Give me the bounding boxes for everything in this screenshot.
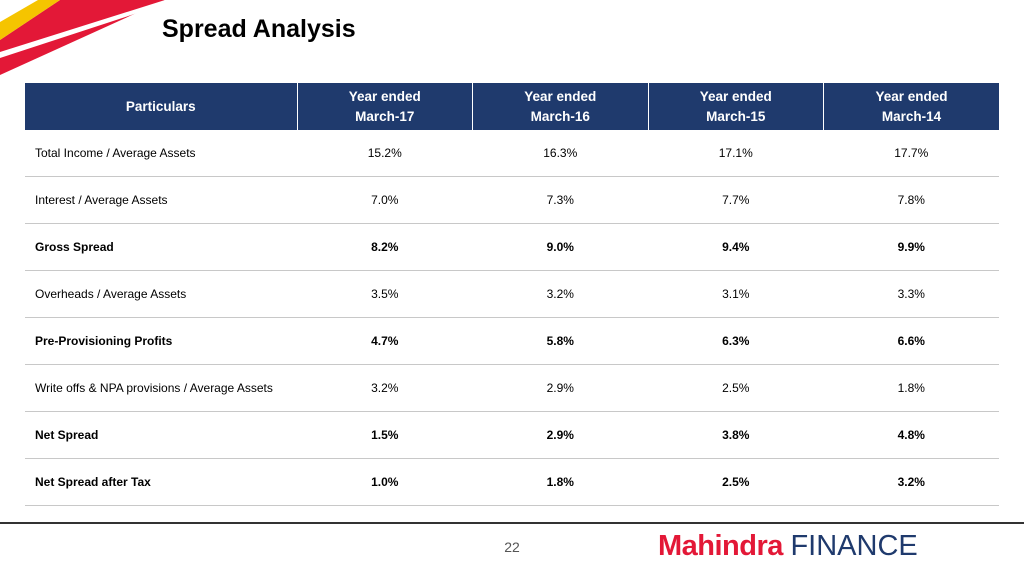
header-line1: Year ended [524,88,597,104]
row-value-cell: 17.7% [823,130,999,177]
row-label: Total Income / Average Assets [25,130,297,177]
row-value-cell: 17.1% [648,130,824,177]
row-value-cell: 2.5% [648,458,824,506]
row-label: Gross Spread [25,223,297,271]
logo-brand-text: Mahindra [658,530,783,562]
row-value-cell: 3.1% [648,270,824,318]
row-value-cell: 1.0% [297,458,473,506]
row-value-cell: 2.5% [648,364,824,412]
table-header-row: Particulars Year ended March-17 Year end… [25,83,999,130]
row-value-cell: 1.8% [472,458,648,506]
row-value-cell: 7.7% [648,176,824,224]
row-value-cell: 3.3% [823,270,999,318]
header-year-column: Year ended March-16 [472,83,648,130]
table-row: Overheads / Average Assets 3.5% 3.2% 3.1% 3.… [25,270,999,318]
row-value-cell: 1.8% [823,364,999,412]
row-label: Write offs & NPA provisions / Average As… [25,364,297,412]
row-value-cell: 1.5% [297,411,473,459]
row-label: Interest / Average Assets [25,176,297,224]
row-value-cell: 7.0% [297,176,473,224]
corner-stripe-decoration [0,0,165,75]
row-value-cell: 8.2% [297,223,473,271]
table-row: Pre-Provisioning Profits 4.7% 5.8% 6.3% 6.6% [25,317,999,365]
mahindra-finance-logo: Mahindra FINANCE [658,530,918,563]
header-line2: March-14 [881,108,942,124]
spread-analysis-table: Particulars Year ended March-17 Year end… [25,83,999,506]
row-value-cell: 9.0% [472,223,648,271]
row-value-cell: 4.7% [297,317,473,365]
row-value-cell: 9.4% [648,223,824,271]
table-row: Total Income / Average Assets 15.2% 16.3% 1… [25,130,999,177]
header-line1: Year ended [875,88,948,104]
row-value-cell: 16.3% [472,130,648,177]
slide-title: Spread Analysis [162,15,356,43]
header-year-column: Year ended March-15 [647,83,824,130]
row-value-cell: 4.8% [823,411,999,459]
row-value-cell: 9.9% [823,223,999,271]
header-line1: Year ended [699,88,772,104]
row-label: Net Spread [25,411,297,459]
table-row: Gross Spread 8.2% 9.0% 9.4% 9.9% [25,223,999,271]
row-label: Overheads / Average Assets [25,270,297,318]
table-row: Net Spread after Tax 1.0% 1.8% 2.5% 3.2% [25,458,999,506]
row-value-cell: 5.8% [472,317,648,365]
row-value-cell: 7.3% [472,176,648,224]
header-line1: Year ended [348,88,421,104]
header-year-column: Year ended March-17 [296,83,473,130]
table-body: Total Income / Average Assets 15.2% 16.3% 1… [25,130,999,506]
row-value-cell: 3.2% [297,364,473,412]
header-line2: March-16 [530,108,590,124]
page-number: 22 [504,539,520,555]
row-value-cell: 7.8% [823,176,999,224]
row-value-cell: 6.6% [823,317,999,365]
row-label: Pre-Provisioning Profits [25,317,297,365]
header-year-column: Year ended March-14 [823,83,999,130]
footer-divider [0,522,1024,524]
table-row: Write offs & NPA provisions / Average As… [25,364,999,412]
table-row: Net Spread 1.5% 2.9% 3.8% 4.8% [25,411,999,459]
row-value-cell: 2.9% [472,364,648,412]
header-line2: March-17 [355,108,415,124]
header-particulars: Particulars [25,83,297,130]
row-value-cell: 3.8% [648,411,824,459]
row-value-cell: 3.5% [297,270,473,318]
table-row: Interest / Average Assets 7.0% 7.3% 7.7% 7.8… [25,176,999,224]
row-value-cell: 15.2% [297,130,473,177]
row-value-cell: 2.9% [472,411,648,459]
row-label: Net Spread after Tax [25,458,297,506]
row-value-cell: 6.3% [648,317,824,365]
row-value-cell: 3.2% [472,270,648,318]
row-value-cell: 3.2% [823,458,999,506]
header-line2: March-15 [706,108,766,124]
logo-suffix-text: FINANCE [790,530,918,562]
